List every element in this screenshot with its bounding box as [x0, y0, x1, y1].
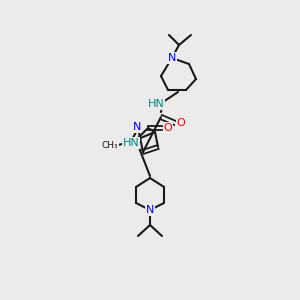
Text: HN: HN	[148, 99, 164, 109]
Text: HN: HN	[123, 138, 140, 148]
Text: N: N	[146, 205, 154, 215]
Text: N: N	[168, 53, 176, 63]
Text: O: O	[164, 123, 172, 133]
Text: N: N	[133, 122, 141, 132]
Text: O: O	[177, 118, 185, 128]
Text: N: N	[126, 138, 134, 148]
Text: CH₃: CH₃	[102, 140, 118, 149]
